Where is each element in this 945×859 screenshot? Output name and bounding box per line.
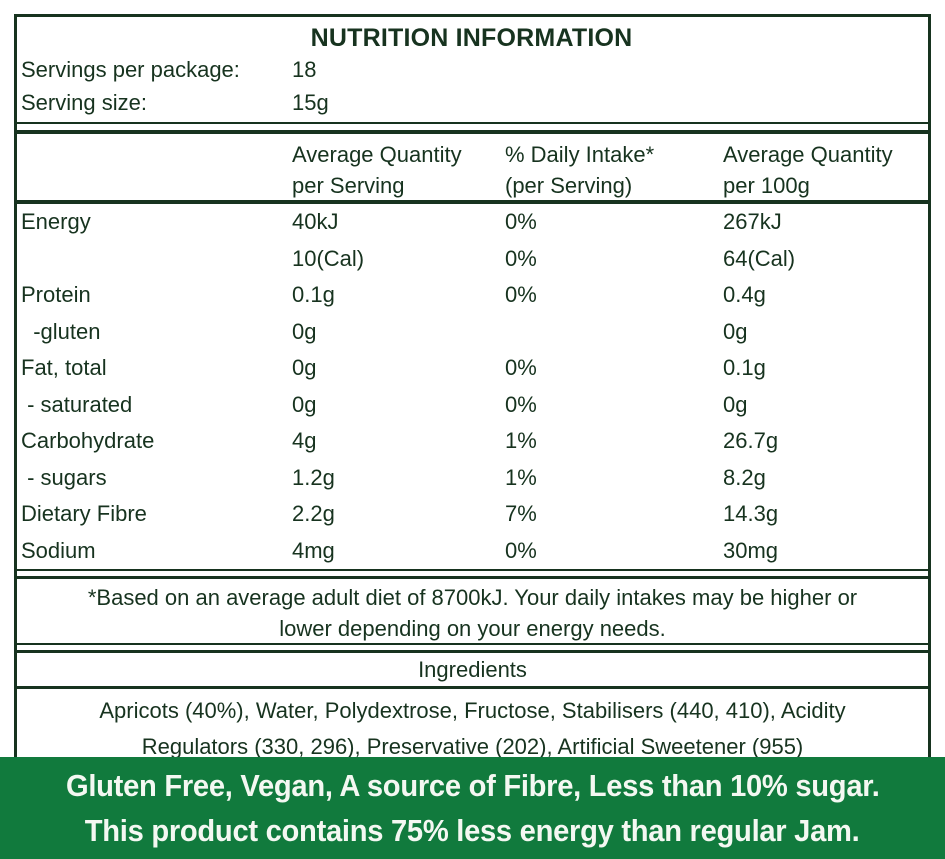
footnote-line: lower depending on your energy needs. xyxy=(279,616,666,641)
cell-per-serving: 0g xyxy=(292,391,317,417)
cell-per-100g: 64(Cal) xyxy=(723,245,796,271)
nutrition-row: 10(Cal) 0% 64(Cal) xyxy=(17,241,928,278)
cell-per-serving: 2.2g xyxy=(292,501,335,527)
nutrition-row: Energy 40kJ 0% 267kJ xyxy=(17,204,928,241)
nutrition-row: Carbohydrate 4g 1% 26.7g xyxy=(17,423,928,460)
column-header-line: per 100g xyxy=(723,173,810,198)
nutrition-rows: Energy 40kJ 0% 267kJ 10(Cal) 0% 64(Cal) Protein… xyxy=(17,204,928,569)
cell-nutrient: Protein xyxy=(21,282,91,308)
cell-per-serving: 0g xyxy=(292,318,317,344)
nutrition-row: Dietary Fibre 2.2g 7% 14.3g xyxy=(17,496,928,533)
cell-per-serving: 4mg xyxy=(292,537,335,563)
cell-daily-intake: 0% xyxy=(505,282,537,308)
cell-per-serving: 1.2g xyxy=(292,464,335,490)
nutrition-panel: NUTRITION INFORMATION Servings per packa… xyxy=(14,14,931,859)
cell-nutrient: Carbohydrate xyxy=(21,428,155,454)
nutrition-row: - saturated 0g 0% 0g xyxy=(17,387,928,424)
cell-daily-intake: 0% xyxy=(505,537,537,563)
cell-per-serving: 0.1g xyxy=(292,282,335,308)
column-header-blank xyxy=(21,139,292,201)
divider-thick xyxy=(17,200,928,204)
cell-per-100g: 267kJ xyxy=(723,209,782,235)
cell-daily-intake: 0% xyxy=(505,355,537,381)
cell-nutrient: - saturated xyxy=(21,391,133,417)
ingredients-line: Regulators (330, 296), Preservative (202… xyxy=(141,734,804,759)
cell-daily-intake: 0% xyxy=(505,245,537,271)
claims-banner-line: This product contains 75% less energy th… xyxy=(85,813,860,848)
cell-nutrient: - sugars xyxy=(21,464,107,490)
column-header-per-serving: Average Quantity per Serving xyxy=(292,139,505,201)
nutrition-row: - sugars 1.2g 1% 8.2g xyxy=(17,460,928,497)
cell-per-100g: 8.2g xyxy=(723,464,766,490)
divider-double xyxy=(17,569,928,579)
column-header-line: % Daily Intake* xyxy=(505,142,655,167)
serving-size-value: 15g xyxy=(292,90,329,115)
cell-per-100g: 0.1g xyxy=(723,355,766,381)
column-header-line: (per Serving) xyxy=(505,173,633,198)
servings-per-package-row: Servings per package: 18 xyxy=(21,55,922,85)
footnote-line: *Based on an average adult diet of 8700k… xyxy=(87,585,858,610)
cell-nutrient: Dietary Fibre xyxy=(21,501,147,527)
cell-per-serving: 0g xyxy=(292,355,317,381)
nutrition-row: -gluten 0g 0g xyxy=(17,314,928,351)
divider-double xyxy=(17,643,928,653)
cell-per-serving: 10(Cal) xyxy=(292,245,365,271)
cell-per-100g: 0g xyxy=(723,391,748,417)
cell-per-serving: 40kJ xyxy=(292,209,339,235)
serving-size-label: Serving size: xyxy=(21,90,147,115)
cell-daily-intake: 1% xyxy=(505,464,537,490)
nutrition-row: Sodium 4mg 0% 30mg xyxy=(17,533,928,570)
panel-head: NUTRITION INFORMATION Servings per packa… xyxy=(17,17,928,122)
cell-per-100g: 0g xyxy=(723,318,748,344)
servings-per-package-label: Servings per package: xyxy=(21,57,240,82)
divider-thin xyxy=(17,686,928,689)
cell-nutrient: Sodium xyxy=(21,537,96,563)
cell-per-100g: 14.3g xyxy=(723,501,779,527)
cell-daily-intake: 1% xyxy=(505,428,537,454)
cell-per-100g: 0.4g xyxy=(723,282,766,308)
servings-per-package-value: 18 xyxy=(292,57,317,82)
column-header-line: Average Quantity xyxy=(723,142,893,167)
cell-daily-intake: 0% xyxy=(505,209,537,235)
nutrition-row: Fat, total 0g 0% 0.1g xyxy=(17,350,928,387)
cell-per-serving: 4g xyxy=(292,428,317,454)
cell-per-100g: 30mg xyxy=(723,537,779,563)
cell-daily-intake: 0% xyxy=(505,391,537,417)
panel-title: NUTRITION INFORMATION xyxy=(310,24,633,52)
table-column-headers: Average Quantity per Serving % Daily Int… xyxy=(17,134,928,200)
column-header-daily-intake: % Daily Intake* (per Serving) xyxy=(505,139,723,201)
ingredients-line: Apricots (40%), Water, Polydextrose, Fru… xyxy=(99,698,846,723)
claims-banner: Gluten Free, Vegan, A source of Fibre, L… xyxy=(0,757,945,859)
daily-intake-footnote: *Based on an average adult diet of 8700k… xyxy=(17,579,928,643)
claims-banner-line: Gluten Free, Vegan, A source of Fibre, L… xyxy=(65,768,880,803)
ingredients-heading: Ingredients xyxy=(418,657,527,682)
nutrition-row: Protein 0.1g 0% 0.4g xyxy=(17,277,928,314)
cell-daily-intake: 7% xyxy=(505,501,537,527)
divider-double xyxy=(17,122,928,134)
column-header-line: Average Quantity xyxy=(292,142,462,167)
cell-nutrient: -gluten xyxy=(21,318,101,344)
serving-size-row: Serving size: 15g xyxy=(21,88,922,118)
column-header-per-100g: Average Quantity per 100g xyxy=(723,139,928,201)
column-header-line: per Serving xyxy=(292,173,405,198)
cell-nutrient: Energy xyxy=(21,209,91,235)
ingredients-text: Apricots (40%), Water, Polydextrose, Fru… xyxy=(17,689,928,765)
cell-nutrient: Fat, total xyxy=(21,355,107,381)
cell-per-100g: 26.7g xyxy=(723,428,779,454)
